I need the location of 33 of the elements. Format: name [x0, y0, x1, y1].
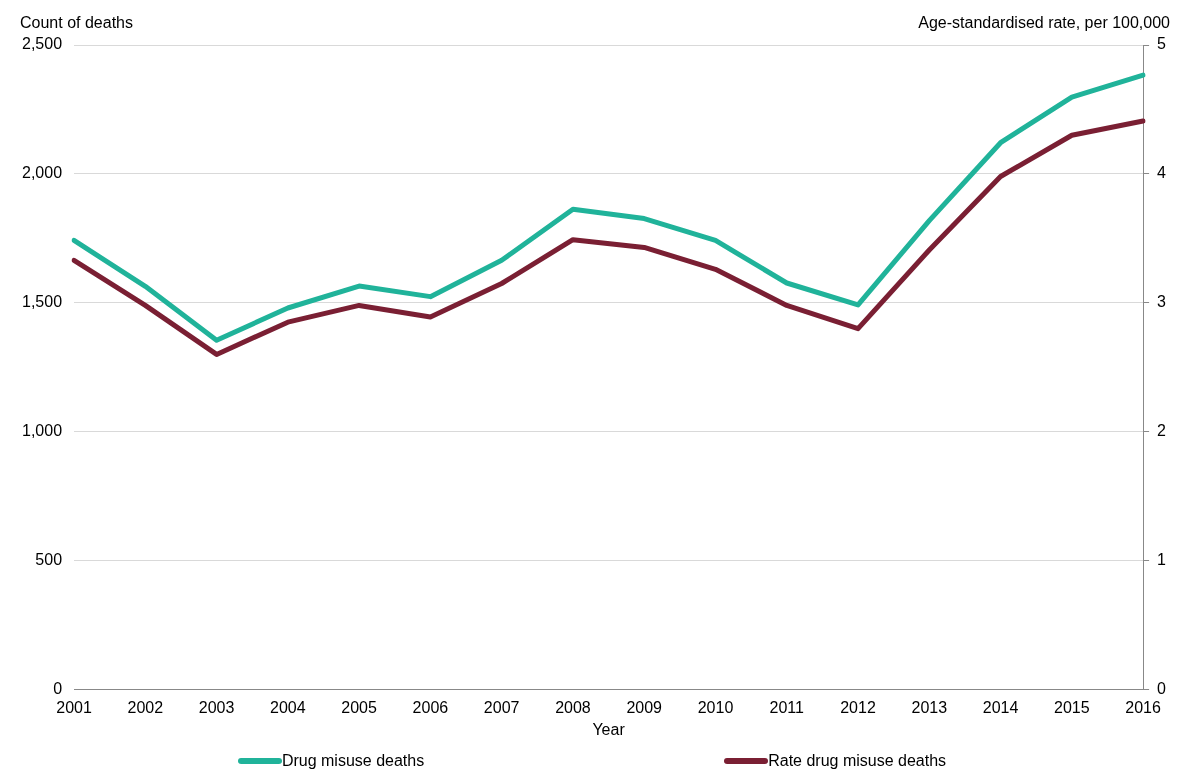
x-tick-label: 2002: [127, 698, 164, 716]
x-tick-label: 2001: [56, 698, 92, 716]
x-tick-label: 2013: [911, 698, 948, 716]
y2-tick-label: 3: [1157, 293, 1167, 311]
y2-tick-label: 5: [1157, 35, 1167, 53]
x-tick-label: 2007: [483, 698, 520, 716]
y2-tick-label: 2: [1157, 422, 1167, 440]
x-tick-label: 2006: [412, 698, 449, 716]
x-tick-label: 2014: [982, 698, 1019, 716]
y-tick-label: 1,500: [21, 293, 63, 311]
y2-tick-label: 0: [1157, 680, 1167, 698]
x-tick-label: 2008: [555, 698, 591, 716]
y-tick-label: 500: [35, 551, 63, 569]
y-tick-label: 0: [53, 680, 63, 698]
y2-tick-label: 1: [1157, 551, 1167, 569]
y-tick-label: 2,000: [21, 164, 63, 182]
x-tick-label: 2010: [697, 698, 734, 716]
x-tick-label: 2005: [341, 698, 378, 716]
x-tick-label: 2003: [198, 698, 235, 716]
x-tick-label: 2004: [270, 698, 306, 716]
legend-label: Drug misuse deaths: [281, 752, 425, 770]
x-tick-label: 2009: [626, 698, 663, 716]
x-axis-title: Year: [592, 720, 626, 738]
y2-tick-label: 4: [1157, 164, 1167, 182]
y-tick-label: 2,500: [21, 35, 63, 53]
y-tick-label: 1,000: [21, 422, 63, 440]
x-tick-label: 2016: [1125, 698, 1161, 716]
y-axis-title: Count of deaths: [20, 14, 133, 32]
legend-label: Rate drug misuse deaths: [768, 752, 947, 770]
x-tick-label: 2012: [840, 698, 876, 716]
x-tick-label: 2011: [769, 698, 805, 716]
y2-axis-title: Age-standardised rate, per 100,000: [918, 14, 1170, 32]
x-tick-label: 2015: [1054, 698, 1090, 716]
